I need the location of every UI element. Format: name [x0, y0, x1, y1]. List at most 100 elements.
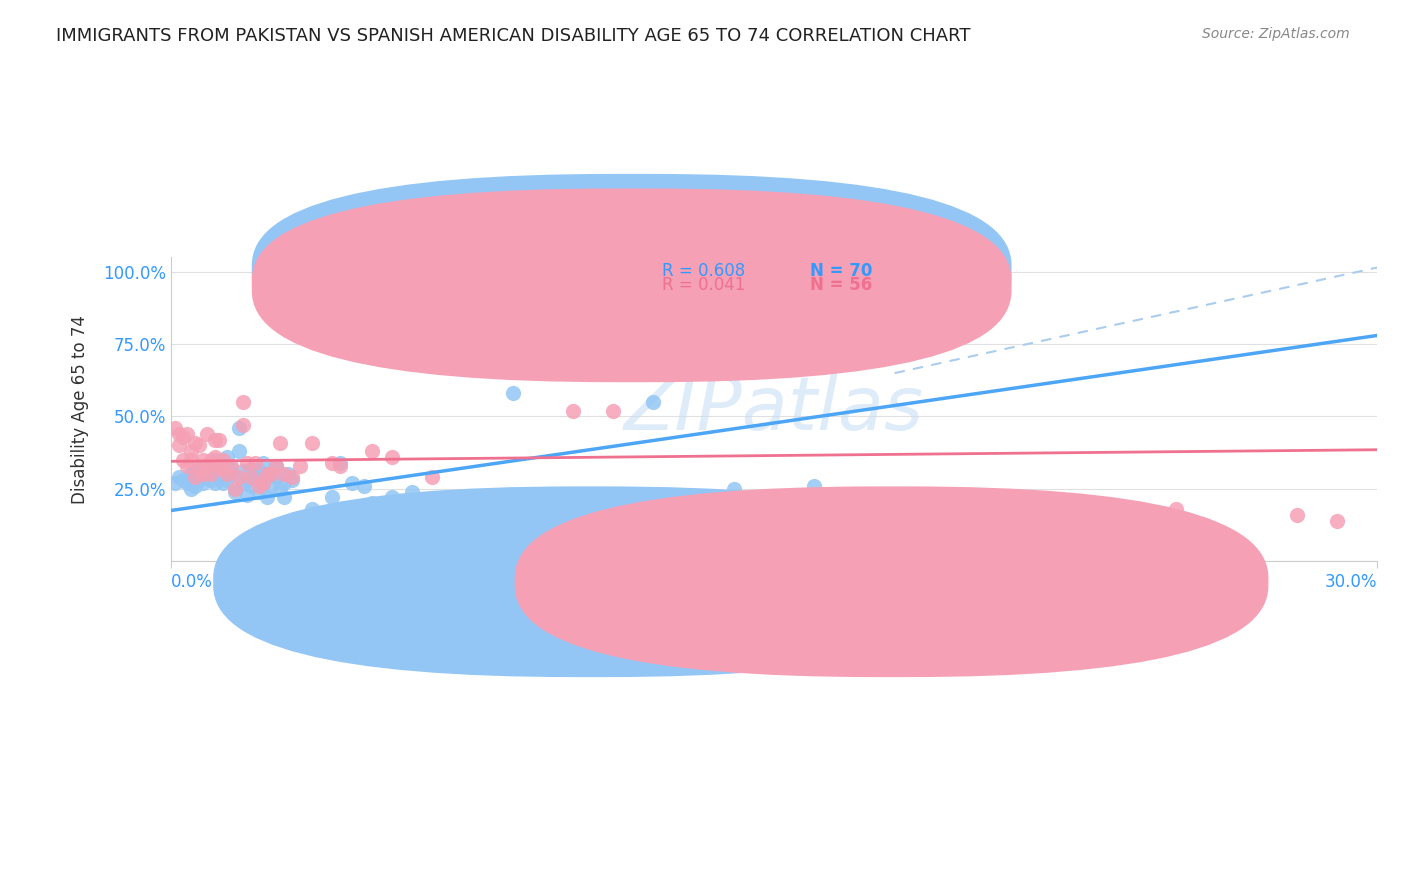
- Point: [204, 475, 226, 490]
- Point: [212, 458, 235, 473]
- FancyBboxPatch shape: [515, 486, 1268, 677]
- Point: [184, 470, 207, 484]
- Point: [441, 493, 464, 508]
- Point: [260, 467, 283, 482]
- Point: [208, 433, 231, 447]
- Point: [264, 458, 287, 473]
- Point: [232, 475, 254, 490]
- Point: [562, 403, 585, 417]
- Point: [249, 479, 271, 493]
- Point: [273, 467, 295, 482]
- Point: [188, 473, 211, 487]
- Point: [401, 510, 423, 524]
- Point: [188, 461, 211, 475]
- Point: [277, 467, 299, 482]
- Point: [602, 487, 624, 501]
- Point: [167, 470, 190, 484]
- Point: [212, 475, 235, 490]
- Point: [1285, 508, 1308, 522]
- Point: [361, 496, 384, 510]
- Point: [361, 444, 384, 458]
- Point: [195, 465, 218, 479]
- Point: [288, 458, 311, 473]
- Point: [252, 456, 274, 470]
- Point: [562, 493, 585, 508]
- Point: [221, 458, 243, 473]
- Point: [643, 395, 665, 409]
- Point: [269, 482, 291, 496]
- Point: [273, 475, 295, 490]
- Point: [217, 467, 239, 482]
- Point: [184, 467, 207, 482]
- Point: [963, 499, 986, 513]
- Point: [172, 430, 194, 444]
- Point: [180, 444, 202, 458]
- Text: Immigrants from Pakistan: Immigrants from Pakistan: [614, 573, 830, 591]
- Point: [200, 453, 222, 467]
- Point: [682, 493, 704, 508]
- Point: [204, 450, 226, 464]
- Point: [252, 475, 274, 490]
- Point: [522, 491, 544, 505]
- Point: [236, 456, 259, 470]
- Point: [301, 502, 323, 516]
- Point: [191, 453, 214, 467]
- Point: [260, 479, 283, 493]
- Point: [256, 467, 278, 482]
- Point: [228, 421, 250, 435]
- Text: Spanish Americans: Spanish Americans: [917, 573, 1076, 591]
- FancyBboxPatch shape: [214, 486, 967, 677]
- Point: [195, 458, 218, 473]
- Point: [217, 473, 239, 487]
- Point: [256, 491, 278, 505]
- Text: IMMIGRANTS FROM PAKISTAN VS SPANISH AMERICAN DISABILITY AGE 65 TO 74 CORRELATION: IMMIGRANTS FROM PAKISTAN VS SPANISH AMER…: [56, 27, 970, 45]
- Text: R = 0.608: R = 0.608: [662, 261, 745, 280]
- Point: [176, 475, 198, 490]
- Point: [264, 470, 287, 484]
- Text: ZIPatlas: ZIPatlas: [624, 373, 924, 445]
- Point: [180, 453, 202, 467]
- Point: [221, 467, 243, 482]
- Point: [245, 456, 267, 470]
- Text: N = 56: N = 56: [810, 277, 872, 294]
- Point: [221, 461, 243, 475]
- Point: [236, 473, 259, 487]
- Point: [224, 484, 246, 499]
- Point: [602, 403, 624, 417]
- Point: [329, 458, 352, 473]
- Point: [200, 467, 222, 482]
- Point: [249, 465, 271, 479]
- Point: [188, 461, 211, 475]
- Point: [252, 475, 274, 490]
- Point: [172, 453, 194, 467]
- Point: [212, 453, 235, 467]
- Point: [420, 470, 443, 484]
- Point: [176, 426, 198, 441]
- Point: [232, 395, 254, 409]
- Point: [200, 473, 222, 487]
- Point: [924, 496, 946, 510]
- Text: R = 0.041: R = 0.041: [662, 277, 745, 294]
- Point: [273, 491, 295, 505]
- Point: [803, 479, 825, 493]
- Point: [163, 475, 186, 490]
- Point: [200, 467, 222, 482]
- FancyBboxPatch shape: [252, 174, 1011, 368]
- Point: [236, 487, 259, 501]
- Point: [204, 453, 226, 467]
- Point: [212, 461, 235, 475]
- Point: [176, 458, 198, 473]
- Point: [184, 435, 207, 450]
- Point: [353, 479, 375, 493]
- Point: [1164, 502, 1187, 516]
- Point: [208, 458, 231, 473]
- FancyBboxPatch shape: [588, 258, 960, 299]
- Point: [260, 467, 283, 482]
- Point: [1326, 514, 1348, 528]
- Point: [191, 467, 214, 482]
- Point: [401, 484, 423, 499]
- Point: [249, 484, 271, 499]
- FancyBboxPatch shape: [252, 188, 1011, 383]
- Point: [245, 467, 267, 482]
- Point: [172, 473, 194, 487]
